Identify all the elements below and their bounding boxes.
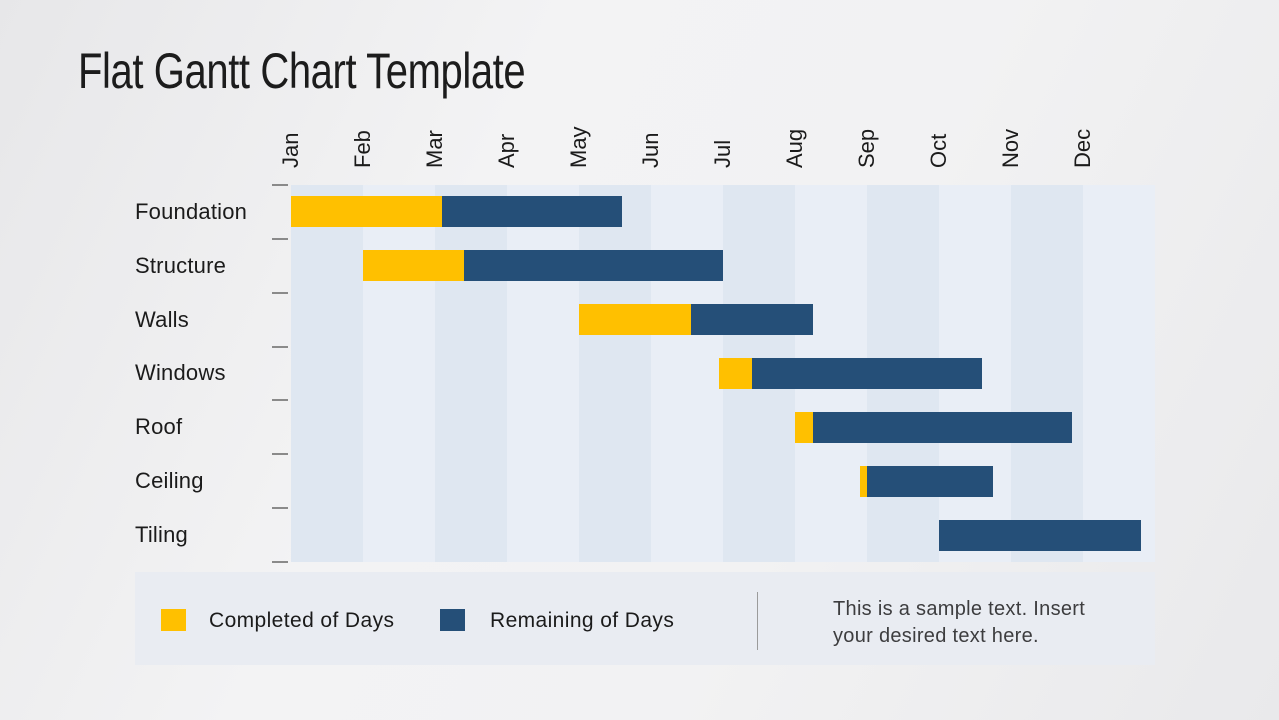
month-band [1083, 185, 1155, 562]
task-label: Roof [135, 414, 183, 440]
task-label: Tiling [135, 522, 188, 548]
remaining-bar [939, 519, 1141, 551]
task-label: Foundation [135, 198, 248, 224]
remaining-bar [442, 196, 623, 228]
month-label: Apr [494, 133, 519, 168]
month-label: Nov [998, 128, 1023, 168]
month-band [291, 185, 363, 562]
row-tick [272, 560, 288, 563]
month-label: Mar [422, 130, 447, 168]
row-tick [272, 345, 288, 348]
completed-swatch [161, 609, 186, 631]
month-label: May [566, 126, 591, 168]
remaining-bar [813, 411, 1073, 443]
month-label: Aug [782, 128, 807, 168]
month-band [435, 185, 507, 562]
month-band [1011, 185, 1083, 562]
completed-bar [795, 411, 813, 443]
month-band [651, 185, 723, 562]
month-band [579, 185, 651, 562]
row-tick [272, 507, 288, 510]
row-tick [272, 399, 288, 402]
legend-panel: Completed of Days Remaining of Days This… [135, 572, 1155, 665]
task-label: Ceiling [135, 468, 204, 494]
month-label: Feb [350, 130, 375, 168]
remaining-swatch [440, 609, 465, 631]
month-label: Oct [926, 133, 951, 168]
task-label: Windows [135, 360, 226, 386]
sample-text-line1: This is a sample text. Insert [833, 598, 1086, 620]
remaining-bar [751, 357, 983, 389]
remaining-bar [690, 304, 813, 336]
completed-legend-label: Completed of Days [209, 609, 395, 632]
month-label: Sep [854, 128, 879, 168]
month-band [363, 185, 435, 562]
completed-bar [579, 304, 691, 336]
row-tick [272, 453, 288, 456]
completed-bar [859, 465, 867, 497]
remaining-bar [867, 465, 993, 497]
row-tick [272, 237, 288, 240]
sample-text-line2: your desired text here. [833, 625, 1039, 647]
remaining-bar [463, 250, 723, 282]
row-tick [272, 291, 288, 294]
month-label: Dec [1070, 128, 1095, 168]
completed-bar [363, 250, 464, 282]
page-title: Flat Gantt Chart Template [78, 43, 526, 99]
task-label: Structure [135, 252, 227, 278]
month-label: Jul [710, 139, 735, 168]
month-label: Jun [638, 132, 663, 168]
row-tick [272, 184, 288, 186]
legend-divider [757, 592, 758, 650]
sample-text: This is a sample text. Insert your desir… [833, 596, 1085, 650]
completed-bar [719, 357, 752, 389]
month-band [507, 185, 579, 562]
completed-bar [291, 196, 443, 228]
task-label: Walls [135, 306, 189, 332]
remaining-legend-label: Remaining of Days [490, 609, 675, 632]
month-label: Jan [278, 132, 303, 168]
